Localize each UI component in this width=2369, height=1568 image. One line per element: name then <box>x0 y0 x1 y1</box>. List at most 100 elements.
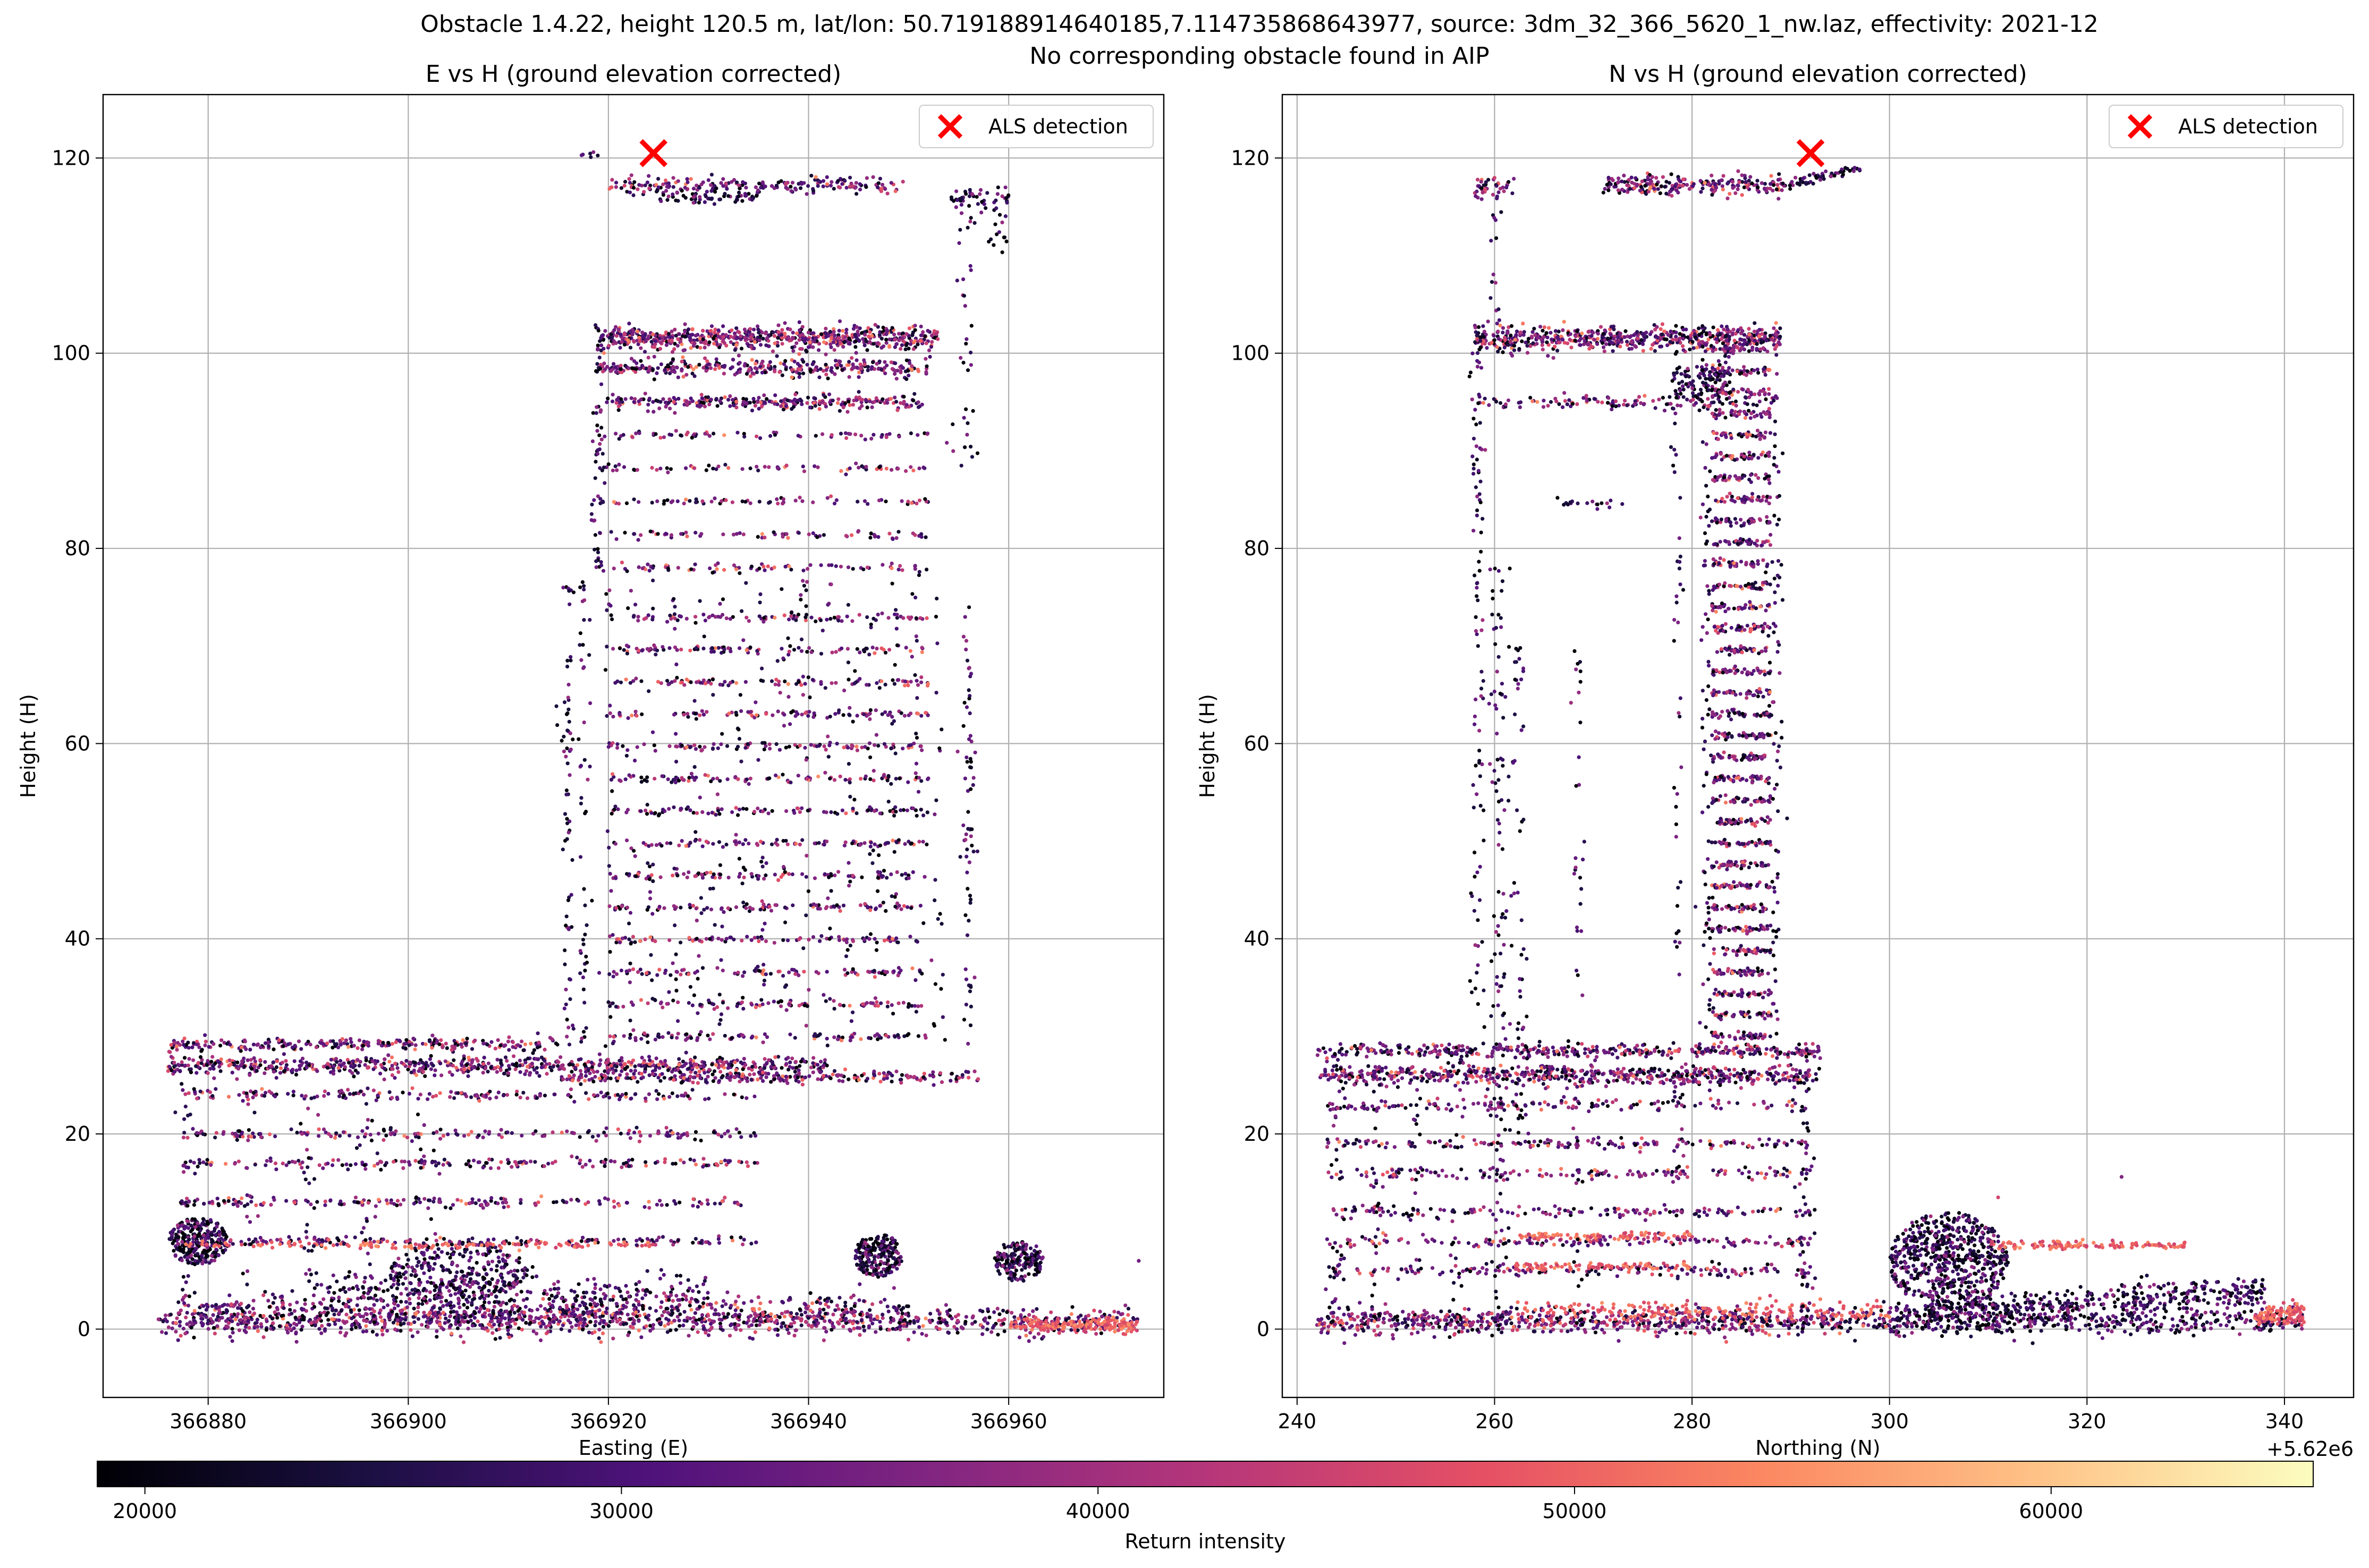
data-point <box>822 1326 826 1330</box>
data-point <box>867 1325 871 1329</box>
data-point <box>470 1200 475 1205</box>
data-point <box>748 1336 752 1340</box>
data-point <box>292 1326 296 1330</box>
data-point <box>420 1061 425 1065</box>
data-point <box>701 1282 706 1286</box>
data-point <box>592 1277 596 1281</box>
data-point <box>799 1312 803 1317</box>
data-point <box>503 1264 507 1268</box>
data-point <box>669 1313 674 1317</box>
data-point <box>401 1282 405 1286</box>
data-point <box>1011 1252 1015 1257</box>
data-point <box>873 1246 877 1250</box>
data-point <box>645 1237 649 1241</box>
data-point <box>363 1063 367 1067</box>
data-point <box>386 1053 391 1057</box>
data-point <box>477 1133 481 1138</box>
data-point <box>532 1319 537 1324</box>
data-point <box>1129 1329 1133 1334</box>
data-point <box>752 1160 757 1165</box>
data-point <box>682 1063 686 1067</box>
data-point <box>481 1041 486 1046</box>
data-point <box>525 1096 530 1100</box>
data-point <box>217 1244 222 1248</box>
data-point <box>174 1321 178 1325</box>
data-point <box>301 1307 306 1311</box>
data-point <box>199 1049 204 1053</box>
data-point <box>417 1277 421 1282</box>
data-point <box>840 1313 844 1317</box>
data-point <box>560 1064 564 1068</box>
data-point <box>264 1328 268 1332</box>
data-point <box>793 1060 798 1064</box>
data-point <box>408 1061 412 1065</box>
data-point <box>513 1321 518 1326</box>
data-point <box>488 1242 493 1246</box>
data-point <box>556 1286 561 1291</box>
data-point <box>1106 1319 1110 1324</box>
data-point <box>513 1160 518 1164</box>
data-point <box>489 1065 493 1070</box>
data-point <box>897 1320 901 1325</box>
data-point <box>505 1325 510 1329</box>
data-point <box>241 1309 245 1313</box>
data-point <box>450 1242 454 1247</box>
data-point <box>496 1278 500 1283</box>
data-point <box>604 1133 608 1138</box>
data-point <box>290 1311 294 1316</box>
data-point <box>319 1283 324 1287</box>
data-point <box>442 1237 446 1241</box>
data-point <box>728 1134 732 1139</box>
data-point <box>349 1308 353 1312</box>
data-point <box>614 1302 619 1306</box>
data-point <box>906 1304 910 1309</box>
data-point <box>469 1095 473 1099</box>
data-point <box>433 1288 437 1293</box>
data-point <box>593 1330 597 1334</box>
data-point <box>466 1326 470 1330</box>
data-point <box>464 1063 469 1067</box>
data-point <box>872 1255 876 1259</box>
data-point <box>696 1330 700 1334</box>
data-point <box>678 1274 683 1278</box>
data-point <box>483 1267 487 1272</box>
data-point <box>573 1313 577 1317</box>
data-point <box>887 1265 892 1269</box>
data-point <box>599 1340 603 1344</box>
data-point <box>410 1265 414 1269</box>
data-point <box>333 1135 337 1140</box>
data-point <box>1020 1241 1025 1245</box>
data-point <box>559 1327 563 1332</box>
data-point <box>303 1302 307 1306</box>
data-point <box>501 1257 505 1261</box>
data-point <box>691 1241 695 1245</box>
data-point <box>1131 1316 1136 1320</box>
data-point <box>190 1257 194 1261</box>
data-point <box>438 1128 443 1132</box>
data-point <box>619 1243 623 1248</box>
data-point <box>824 1329 828 1334</box>
data-point <box>878 1320 882 1324</box>
data-point <box>438 1235 443 1240</box>
data-point <box>552 1282 556 1286</box>
data-point <box>631 1326 635 1330</box>
data-point <box>382 1077 386 1082</box>
data-point <box>587 1097 591 1101</box>
data-point <box>180 1060 184 1064</box>
data-point <box>244 1330 248 1334</box>
data-point <box>438 1322 442 1327</box>
data-point <box>484 1066 488 1070</box>
data-point <box>312 1286 317 1290</box>
data-point <box>294 1072 299 1077</box>
data-point <box>320 1324 324 1328</box>
data-point <box>513 1282 518 1286</box>
data-point <box>292 1059 297 1063</box>
data-point <box>504 1309 509 1313</box>
data-point <box>395 1312 399 1317</box>
data-point <box>723 1158 727 1163</box>
data-point <box>242 1038 247 1042</box>
data-point <box>409 1070 413 1074</box>
data-point <box>703 1279 707 1283</box>
data-point <box>558 1310 562 1314</box>
data-point <box>441 1242 445 1247</box>
